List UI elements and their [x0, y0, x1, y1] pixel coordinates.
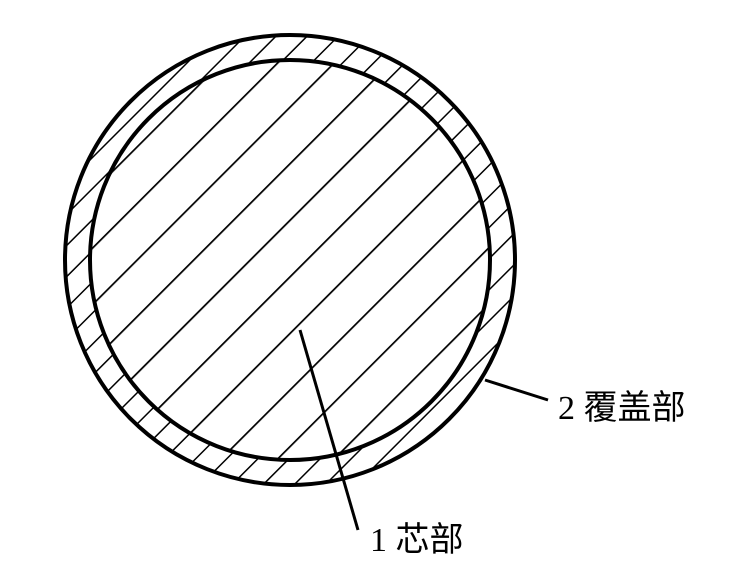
cross-section-diagram — [0, 0, 743, 575]
label-inner-text: 芯部 — [396, 522, 464, 559]
label-outer-text: 覆盖部 — [584, 390, 686, 427]
label-outer: 2 覆盖部 — [558, 380, 686, 429]
label-inner: 1 芯部 — [370, 512, 464, 561]
label-inner-num: 1 — [370, 522, 387, 559]
label-outer-num: 2 — [558, 390, 575, 427]
